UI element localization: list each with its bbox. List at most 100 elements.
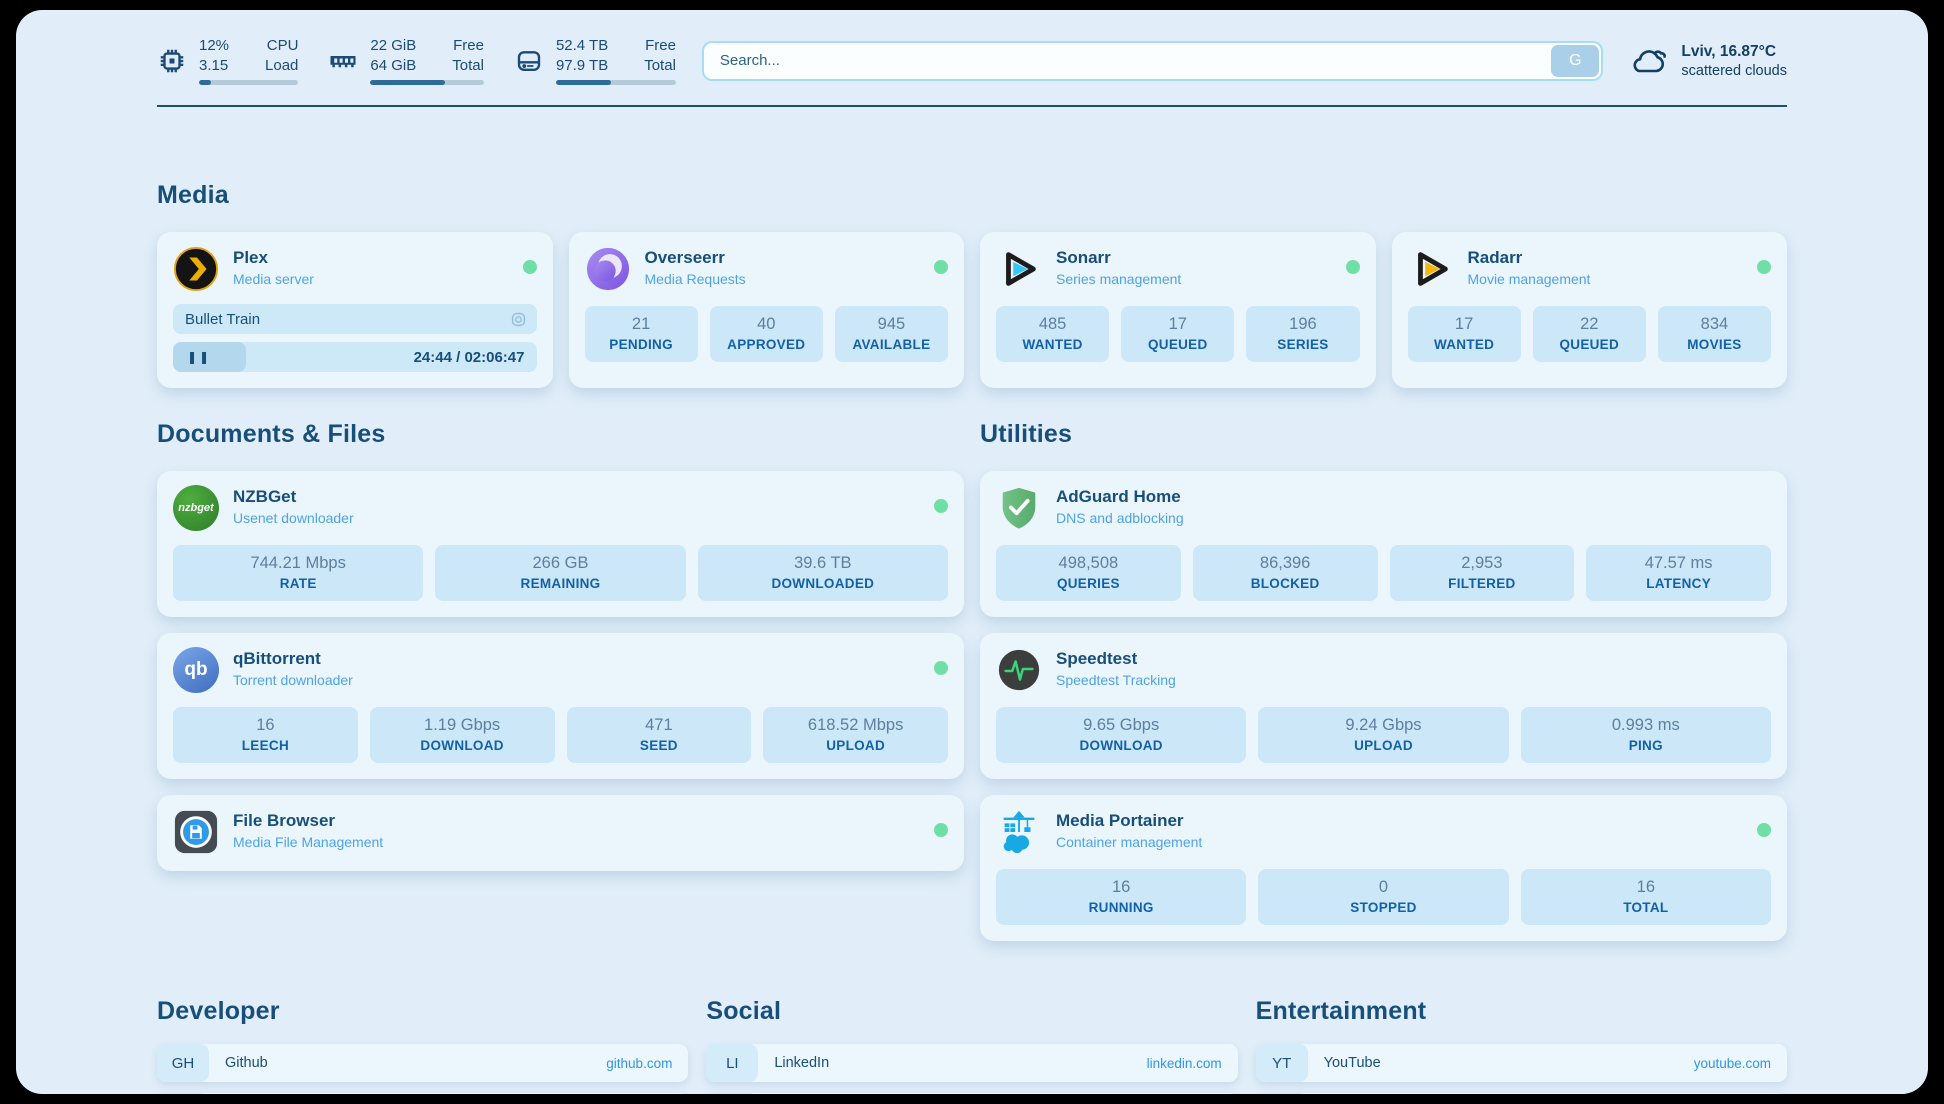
- section-title-documents: Documents & Files: [157, 420, 386, 448]
- stat-tile: 471 SEED: [566, 707, 752, 763]
- stat-label: RUNNING: [1088, 900, 1154, 915]
- stat-value: 744.21 Mbps: [250, 554, 346, 572]
- disk-free-value: 52.4 TB: [555, 37, 609, 54]
- disk-progress-bar: [555, 80, 676, 85]
- stat-value: 9.24 Gbps: [1345, 716, 1422, 734]
- now-playing-row[interactable]: Bullet Train: [173, 304, 537, 334]
- stat-tile: 9.24 Gbps UPLOAD: [1258, 707, 1509, 763]
- qbittorrent-card[interactable]: qb qBittorrent Torrent downloader 16 LEE…: [157, 633, 964, 779]
- service-subtitle: DNS and adblocking: [1056, 510, 1184, 526]
- link-twitter[interactable]: TW Twitter twitter.com: [706, 1093, 1238, 1094]
- stat-tile: 834 MOVIES: [1657, 306, 1772, 362]
- stat-label: QUERIES: [1056, 576, 1120, 591]
- stat-label: RATE: [279, 576, 317, 591]
- search-bar: G: [701, 40, 1604, 81]
- pause-icon[interactable]: ❚❚: [187, 350, 212, 364]
- stat-value: 471: [645, 716, 673, 734]
- portainer-card[interactable]: Media Portainer Container management 16 …: [980, 795, 1787, 941]
- link-url[interactable]: linkedin.com: [1146, 1055, 1222, 1071]
- cpu-icon: [160, 49, 184, 72]
- stat-tile: 22 QUEUED: [1532, 306, 1646, 362]
- top-bar: 12% 3.15 CPU Load: [157, 10, 1787, 85]
- service-title: Plex: [233, 248, 268, 267]
- section-title-entertainment: Entertainment: [1255, 997, 1427, 1025]
- system-monitors: 12% 3.15 CPU Load: [157, 36, 676, 85]
- overseerr-card[interactable]: Overseerr Media Requests 21 PENDING 40 A…: [568, 232, 964, 388]
- radarr-card[interactable]: Radarr Movie management 17 WANTED 22 QUE…: [1391, 232, 1787, 388]
- ram-total-label: Total: [452, 56, 484, 74]
- playback-progress-fill: [173, 342, 246, 372]
- stat-value: 0.993 ms: [1611, 716, 1680, 734]
- link-url[interactable]: github.com: [606, 1055, 673, 1071]
- link-initials: SO: [157, 1093, 209, 1094]
- section-title-social: Social: [706, 997, 782, 1025]
- nzbget-card[interactable]: nzbget NZBGet Usenet downloader 744.21 M…: [157, 471, 964, 617]
- stat-label: QUEUED: [1147, 337, 1208, 352]
- link-stackoverflow[interactable]: SO StackOverflow stackoverflow.com: [157, 1093, 689, 1094]
- adguard-icon: [1002, 487, 1036, 529]
- service-subtitle: Container management: [1056, 834, 1203, 850]
- stat-tile: 1.19 Gbps DOWNLOAD: [369, 707, 555, 763]
- ram-icon: [330, 55, 356, 67]
- portainer-icon: [1003, 810, 1035, 854]
- stat-label: UPLOAD: [826, 738, 886, 753]
- link-youtube[interactable]: YT YouTube youtube.com: [1255, 1044, 1787, 1082]
- link-initials: LI: [706, 1044, 759, 1082]
- link-url[interactable]: youtube.com: [1693, 1055, 1771, 1071]
- stat-value: 485: [1038, 315, 1067, 333]
- status-dot: [522, 260, 537, 274]
- stat-tile: 17 QUEUED: [1121, 306, 1235, 362]
- stat-label: PENDING: [609, 337, 673, 352]
- playback-progress-row[interactable]: ❚❚ 24:44 / 02:06:47: [173, 342, 537, 372]
- disk-icon: [517, 50, 541, 71]
- stat-value: 22: [1580, 315, 1599, 333]
- link-netflix[interactable]: NF Netflix netflix.com: [1255, 1093, 1787, 1094]
- speedtest-card[interactable]: Speedtest Speedtest Tracking 9.65 Gbps D…: [980, 633, 1787, 779]
- section-title-utilities: Utilities: [980, 420, 1073, 448]
- stat-label: APPROVED: [727, 337, 806, 352]
- stat-tile: 945 AVAILABLE: [834, 306, 949, 362]
- stat-label: MOVIES: [1687, 337, 1742, 352]
- stat-value: 40: [757, 315, 776, 333]
- stat-value: 16: [1636, 878, 1655, 896]
- session-view-icon[interactable]: [510, 311, 527, 328]
- stat-value: 196: [1289, 315, 1317, 333]
- service-subtitle: Media Requests: [644, 271, 746, 287]
- stat-label: LATENCY: [1646, 576, 1712, 591]
- stat-tile: 9.65 Gbps DOWNLOAD: [996, 707, 1247, 763]
- status-dot: [1345, 260, 1360, 274]
- stat-label: WANTED: [1433, 337, 1495, 352]
- sonarr-card[interactable]: Sonarr Series management 485 WANTED 17 Q…: [980, 232, 1376, 388]
- stat-tile: 16 RUNNING: [996, 869, 1247, 925]
- link-linkedin[interactable]: LI LinkedIn linkedin.com: [706, 1044, 1238, 1082]
- cloud-icon: [1633, 49, 1667, 72]
- speedtest-icon: [998, 649, 1040, 691]
- service-title: Overseerr: [644, 248, 725, 267]
- search-engine-button[interactable]: G: [1551, 44, 1600, 77]
- link-github[interactable]: GH Github github.com: [157, 1044, 689, 1082]
- stat-tile: 21 PENDING: [584, 306, 698, 362]
- stat-value: 9.65 Gbps: [1083, 716, 1160, 734]
- plex-icon: [173, 246, 219, 292]
- stat-label: TOTAL: [1623, 900, 1669, 915]
- stat-tile: 0 STOPPED: [1258, 869, 1509, 925]
- stat-value: 16: [256, 716, 275, 734]
- adguard-card[interactable]: AdGuard Home DNS and adblocking 498,508 …: [980, 471, 1787, 617]
- stat-value: 17: [1168, 315, 1187, 333]
- link-name: Github: [225, 1055, 268, 1071]
- stat-tile: 39.6 TB DOWNLOADED: [697, 545, 948, 601]
- stat-tile: 498,508 QUERIES: [996, 545, 1181, 601]
- stat-label: SERIES: [1277, 337, 1329, 352]
- stat-value: 618.52 Mbps: [807, 716, 904, 734]
- nzbget-icon: nzbget: [173, 485, 219, 531]
- status-dot: [1757, 260, 1771, 274]
- service-subtitle: Torrent downloader: [233, 672, 353, 688]
- service-subtitle: Speedtest Tracking: [1056, 672, 1176, 688]
- service-title: Speedtest: [1056, 649, 1138, 668]
- stat-tile: 196 SERIES: [1246, 306, 1360, 362]
- stat-tile: 86,396 BLOCKED: [1192, 545, 1378, 601]
- stat-value: 945: [877, 315, 906, 333]
- search-input[interactable]: [701, 40, 1604, 81]
- filebrowser-card[interactable]: File Browser Media File Management: [157, 795, 964, 871]
- plex-card[interactable]: Plex Media server Bullet Train ❚❚: [157, 232, 553, 388]
